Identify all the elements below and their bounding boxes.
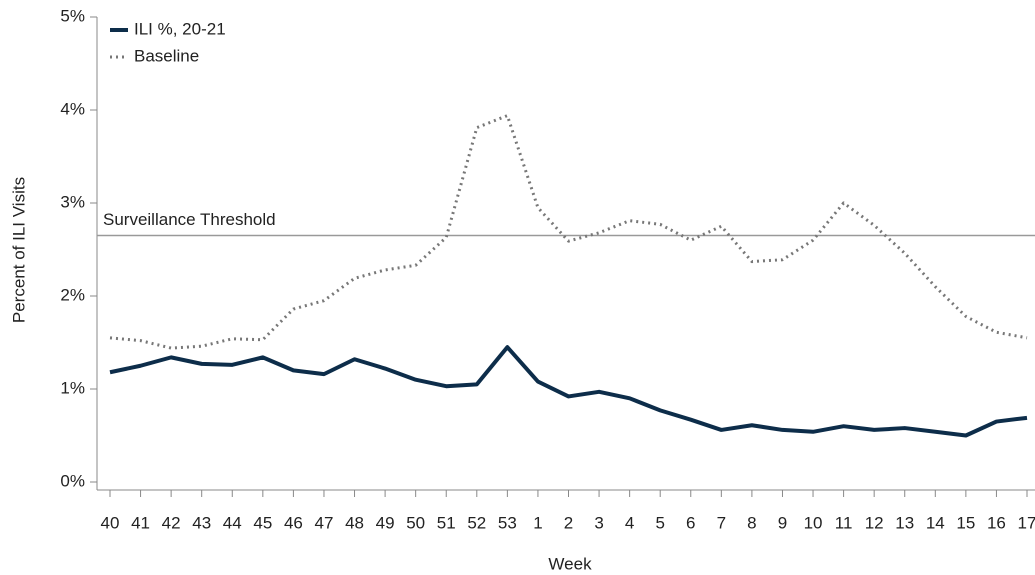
x-tick-label: 47 [315,513,334,532]
x-tick-label: 13 [895,513,914,532]
x-tick-label: 4 [625,513,634,532]
x-tick-label: 50 [406,513,425,532]
x-tick-label: 46 [284,513,303,532]
x-tick-label: 51 [437,513,456,532]
x-tick-label: 53 [498,513,517,532]
x-tick-label: 49 [376,513,395,532]
x-tick-label: 16 [987,513,1006,532]
series-line [109,114,1028,350]
x-axis-label: Week [548,554,592,573]
x-tick-label: 9 [778,513,787,532]
x-tick-label: 10 [804,513,823,532]
x-tick-label: 15 [956,513,975,532]
x-tick-label: 2 [564,513,573,532]
x-tick-label: 7 [717,513,726,532]
y-tick-label: 4% [60,99,85,118]
x-tick-label: 41 [131,513,150,532]
legend-label: Baseline [134,46,199,65]
x-tick-label: 40 [101,513,120,532]
y-tick-label: 5% [60,6,85,25]
y-tick-label: 3% [60,192,85,211]
x-tick-label: 5 [655,513,664,532]
x-tick-label: 17 [1018,513,1035,532]
y-tick-label: 0% [60,471,85,490]
legend-label: ILI %, 20-21 [134,19,226,38]
series-line [109,345,1028,438]
x-tick-label: 11 [835,513,853,532]
x-tick-label: 14 [926,513,945,532]
x-tick-label: 3 [594,513,603,532]
x-tick-label: 48 [345,513,364,532]
x-tick-label: 52 [467,513,486,532]
x-tick-label: 44 [223,513,242,532]
y-axis-label: Percent of ILI Visits [9,177,28,323]
x-tick-label: 43 [192,513,211,532]
x-tick-label: 1 [533,513,542,532]
threshold-label: Surveillance Threshold [103,210,276,229]
y-tick-label: 2% [60,285,85,304]
x-tick-label: 6 [686,513,695,532]
x-tick-label: 8 [747,513,756,532]
x-tick-label: 45 [253,513,272,532]
x-tick-label: 12 [865,513,884,532]
x-tick-label: 42 [162,513,181,532]
y-tick-label: 1% [60,378,85,397]
